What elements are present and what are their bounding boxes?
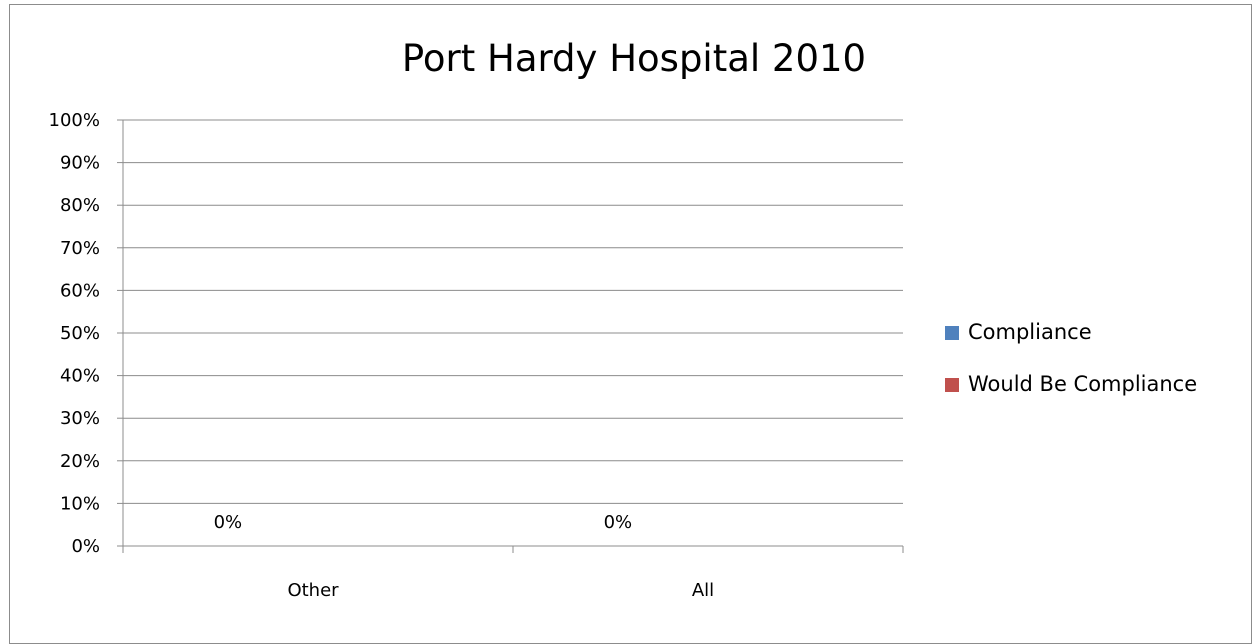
chart-frame — [9, 4, 1252, 644]
legend: Compliance Would Be Compliance — [945, 320, 1197, 396]
bar-chart: Port Hardy Hospital 2010 0% 10% 20% 30% 40% 5… — [49, 37, 1198, 601]
gridlines — [123, 119, 903, 504]
legend-label: Would Be Compliance — [968, 372, 1197, 396]
y-tick-label: 80% — [60, 195, 100, 216]
legend-swatch — [945, 326, 959, 340]
x-tick-label: All — [692, 580, 714, 601]
y-tick-label: 0% — [71, 536, 100, 557]
x-axis: Other All — [122, 120, 904, 601]
chart-title: Port Hardy Hospital 2010 — [402, 37, 866, 80]
y-tick-label: 60% — [60, 280, 100, 301]
legend-swatch — [945, 378, 959, 392]
legend-label: Compliance — [968, 320, 1092, 344]
y-tick-label: 90% — [60, 153, 100, 174]
y-tick-label: 10% — [60, 493, 100, 514]
y-tick-label: 20% — [60, 451, 100, 472]
y-tick-label: 70% — [60, 238, 100, 259]
y-tick-label: 100% — [49, 110, 100, 131]
data-labels: 0% 0% — [214, 512, 633, 533]
x-tick-label: Other — [287, 580, 339, 601]
y-tick-label: 50% — [60, 323, 100, 344]
y-tick-label: 30% — [60, 408, 100, 429]
y-tick-label: 40% — [60, 366, 100, 387]
y-axis-tick-labels: 0% 10% 20% 30% 40% 50% 60% 70% 80% 90% 100% — [49, 110, 123, 557]
data-label: 0% — [604, 512, 633, 533]
data-label: 0% — [214, 512, 243, 533]
